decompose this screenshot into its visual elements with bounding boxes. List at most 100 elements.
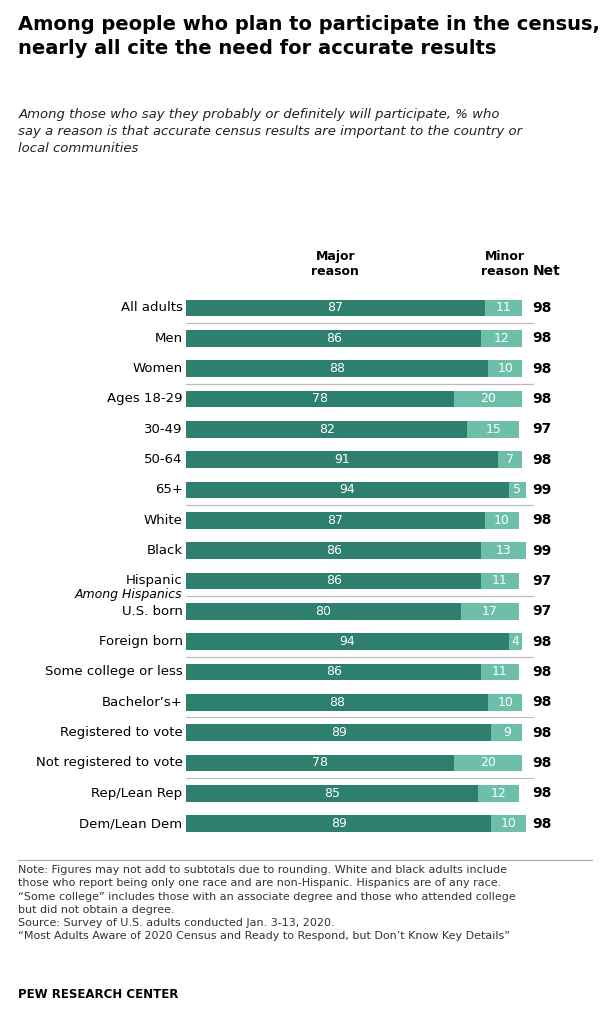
Text: 98: 98 xyxy=(533,453,552,467)
Bar xyxy=(186,481,509,499)
Text: 86: 86 xyxy=(326,666,342,679)
Bar xyxy=(481,330,522,346)
Text: Women: Women xyxy=(132,362,182,375)
Text: 17: 17 xyxy=(482,605,498,617)
Text: 97: 97 xyxy=(533,573,552,588)
Bar xyxy=(481,572,519,589)
Bar xyxy=(498,452,522,468)
Text: 98: 98 xyxy=(533,301,552,315)
Text: 98: 98 xyxy=(533,726,552,739)
Text: Foreign born: Foreign born xyxy=(99,635,182,648)
Text: 78: 78 xyxy=(312,392,328,406)
Text: 98: 98 xyxy=(533,332,552,345)
Text: 98: 98 xyxy=(533,695,552,710)
Text: 99: 99 xyxy=(533,483,552,497)
Text: 86: 86 xyxy=(326,574,342,588)
Text: 86: 86 xyxy=(326,332,342,345)
Text: 12: 12 xyxy=(490,786,506,800)
Text: 13: 13 xyxy=(495,544,511,557)
Text: 99: 99 xyxy=(533,544,552,558)
Text: 10: 10 xyxy=(497,362,513,375)
Text: 88: 88 xyxy=(329,362,345,375)
Text: 7: 7 xyxy=(506,453,514,466)
Text: 5: 5 xyxy=(513,483,521,497)
Text: Bachelor’s+: Bachelor’s+ xyxy=(102,695,182,709)
Text: 80: 80 xyxy=(315,605,331,617)
Bar xyxy=(461,603,519,620)
Bar xyxy=(186,300,484,316)
Text: 11: 11 xyxy=(492,666,508,679)
Text: Ages 18-29: Ages 18-29 xyxy=(107,392,182,406)
Text: 98: 98 xyxy=(533,786,552,800)
Text: 89: 89 xyxy=(331,726,346,739)
Text: Minor
reason: Minor reason xyxy=(481,251,529,279)
Bar xyxy=(484,512,519,528)
Text: 87: 87 xyxy=(328,301,343,314)
Bar xyxy=(492,724,522,741)
Text: All adults: All adults xyxy=(121,301,182,314)
Text: 30-49: 30-49 xyxy=(144,423,182,436)
Bar xyxy=(488,694,522,711)
Text: Some college or less: Some college or less xyxy=(45,666,182,679)
Bar xyxy=(186,543,481,559)
Bar xyxy=(492,815,526,831)
Text: Among people who plan to participate in the census,
nearly all cite the need for: Among people who plan to participate in … xyxy=(18,15,600,58)
Text: Rep/Lean Rep: Rep/Lean Rep xyxy=(92,786,182,800)
Bar xyxy=(488,360,522,377)
Bar xyxy=(484,300,522,316)
Text: White: White xyxy=(144,514,182,526)
Text: 4: 4 xyxy=(512,635,519,648)
Text: 11: 11 xyxy=(495,301,511,314)
Bar xyxy=(478,785,519,802)
Text: 50-64: 50-64 xyxy=(144,453,182,466)
Text: 98: 98 xyxy=(533,756,552,770)
Text: 97: 97 xyxy=(533,604,552,618)
Text: 98: 98 xyxy=(533,392,552,406)
Bar xyxy=(186,452,498,468)
Text: Registered to vote: Registered to vote xyxy=(60,726,182,739)
Text: Among those who say they probably or definitely will participate, % who
say a re: Among those who say they probably or def… xyxy=(18,108,522,155)
Text: Dem/Lean Dem: Dem/Lean Dem xyxy=(79,817,182,830)
Text: 98: 98 xyxy=(533,635,552,648)
Text: PEW RESEARCH CENTER: PEW RESEARCH CENTER xyxy=(18,988,179,1001)
Text: Hispanic: Hispanic xyxy=(126,574,182,588)
Text: 9: 9 xyxy=(503,726,511,739)
Text: Black: Black xyxy=(146,544,182,557)
Bar xyxy=(186,785,478,802)
Text: 87: 87 xyxy=(328,514,343,526)
Text: 94: 94 xyxy=(339,635,355,648)
Text: 10: 10 xyxy=(497,695,513,709)
Text: 11: 11 xyxy=(492,574,508,588)
Text: 94: 94 xyxy=(339,483,355,497)
Text: 98: 98 xyxy=(533,361,552,376)
Bar xyxy=(186,694,488,711)
Text: 88: 88 xyxy=(329,695,345,709)
Text: U.S. born: U.S. born xyxy=(122,605,182,617)
Bar xyxy=(186,421,467,437)
Text: 89: 89 xyxy=(331,817,346,830)
Text: 98: 98 xyxy=(533,513,552,527)
Text: 12: 12 xyxy=(494,332,509,345)
Text: Men: Men xyxy=(154,332,182,345)
Bar xyxy=(186,330,481,346)
Bar xyxy=(186,360,488,377)
Text: 20: 20 xyxy=(480,392,496,406)
Text: 97: 97 xyxy=(533,422,552,436)
Text: 98: 98 xyxy=(533,816,552,830)
Bar xyxy=(186,815,492,831)
Text: 10: 10 xyxy=(493,514,510,526)
Text: Note: Figures may not add to subtotals due to rounding. White and black adults i: Note: Figures may not add to subtotals d… xyxy=(18,865,516,941)
Bar xyxy=(454,755,522,771)
Text: 15: 15 xyxy=(485,423,501,436)
Text: 10: 10 xyxy=(501,817,517,830)
Bar xyxy=(186,755,454,771)
Bar xyxy=(509,481,526,499)
Text: 91: 91 xyxy=(334,453,350,466)
Text: 86: 86 xyxy=(326,544,342,557)
Bar xyxy=(186,572,481,589)
Bar xyxy=(186,664,481,680)
Bar xyxy=(186,390,454,408)
Bar xyxy=(467,421,519,437)
Text: 20: 20 xyxy=(480,757,496,769)
Text: Not registered to vote: Not registered to vote xyxy=(36,757,182,769)
